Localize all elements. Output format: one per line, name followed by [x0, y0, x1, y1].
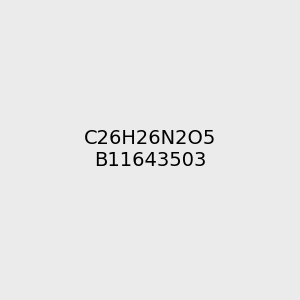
- Text: C26H26N2O5
B11643503: C26H26N2O5 B11643503: [84, 130, 216, 170]
